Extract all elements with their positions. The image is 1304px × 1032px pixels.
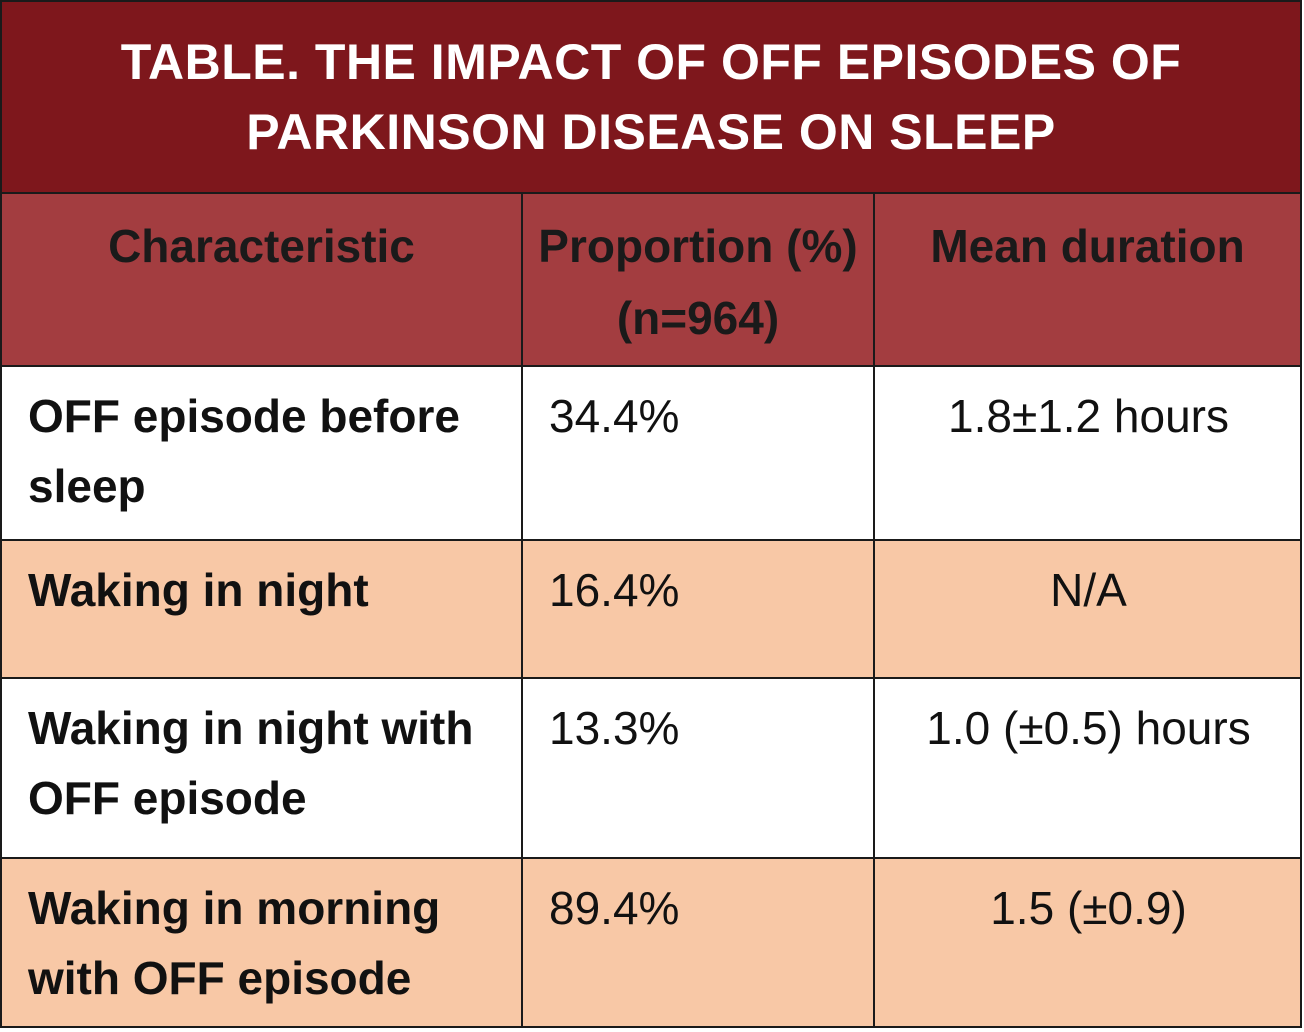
- table-row: Waking in night with OFF episode 13.3% 1…: [2, 678, 1300, 859]
- header-proportion: Proportion (%) (n=964): [522, 194, 875, 367]
- cell-mean-duration: 1.8±1.2 hours: [874, 366, 1300, 541]
- table-row: Waking in morning with OFF episode 89.4%…: [2, 858, 1300, 1026]
- table-row: Waking in night 16.4% N/A: [2, 540, 1300, 679]
- cell-proportion: 34.4%: [522, 366, 875, 541]
- table-title: TABLE. THE IMPACT OF OFF EPISODES OF PAR…: [120, 34, 1182, 160]
- cell-mean-duration: N/A: [874, 540, 1300, 679]
- cell-characteristic: Waking in night with OFF episode: [2, 678, 523, 859]
- table-row: OFF episode before sleep 34.4% 1.8±1.2 h…: [2, 366, 1300, 541]
- cell-characteristic: Waking in night: [2, 540, 523, 679]
- cell-characteristic: OFF episode before sleep: [2, 366, 523, 541]
- cell-mean-duration: 1.5 (±0.9): [874, 858, 1300, 1026]
- cell-mean-duration: 1.0 (±0.5) hours: [874, 678, 1300, 859]
- cell-proportion: 89.4%: [522, 858, 875, 1026]
- data-table: Characteristic Proportion (%) (n=964) Me…: [2, 194, 1300, 1026]
- header-characteristic: Characteristic: [2, 194, 523, 367]
- header-row: Characteristic Proportion (%) (n=964) Me…: [2, 194, 1300, 367]
- header-mean-duration: Mean duration: [874, 194, 1300, 367]
- cell-proportion: 13.3%: [522, 678, 875, 859]
- cell-characteristic: Waking in morning with OFF episode: [2, 858, 523, 1026]
- table-title-bar: TABLE. THE IMPACT OF OFF EPISODES OF PAR…: [2, 2, 1300, 194]
- cell-proportion: 16.4%: [522, 540, 875, 679]
